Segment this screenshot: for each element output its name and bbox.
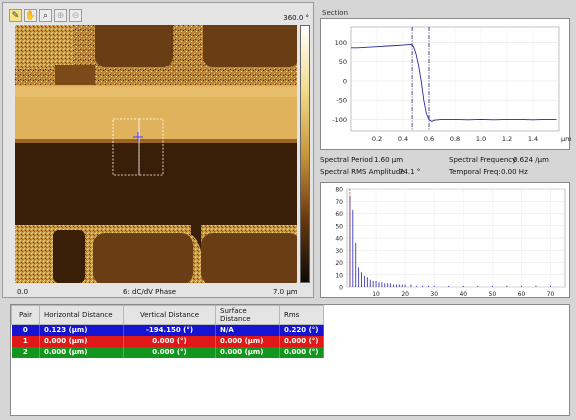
table-header-row: Pair Horizontal Distance Vertical Distan… (11, 305, 324, 325)
x-tick-label: 0.4 (398, 135, 408, 143)
table-cell-s: N/A (215, 324, 280, 336)
x-tick-label: 40 (459, 291, 467, 298)
x-tick-label: 1.4 (528, 135, 538, 143)
zoom-tool[interactable]: ⌕ (39, 9, 52, 22)
afm-scan-graphic (15, 25, 297, 283)
measurement-table: Pair Horizontal Distance Vertical Distan… (11, 305, 324, 358)
x-axis-end-label: 7.0 µm (273, 288, 298, 296)
x-tick-label: 70 (547, 291, 555, 298)
x-tick-label: 1.2 (502, 135, 512, 143)
spectrum-chart[interactable]: 80 70 60 50 40 30 20 10 0 10 20 30 40 50 60 70 (320, 182, 570, 298)
spectral-rms-value: 74.1 ° (399, 168, 421, 176)
image-toolbar: ✎ ✋ ⌕ ⊕ ⊖ (9, 9, 82, 23)
spectral-period-label: Spectral Period (320, 156, 373, 164)
measurement-table-panel: Pair Horizontal Distance Vertical Distan… (10, 304, 570, 416)
y-tick-label: 60 (335, 211, 343, 218)
column-header-pair[interactable]: Pair (11, 305, 40, 325)
table-cell-v: 0.000 (°) (123, 346, 216, 358)
y-tick-label: 50 (335, 223, 343, 230)
y-tick-label: -100 (332, 116, 347, 124)
y-tick-label: 70 (335, 199, 343, 206)
column-header-horizontal-distance[interactable]: Horizontal Distance (39, 305, 124, 325)
column-header-vertical-distance[interactable]: Vertical Distance (123, 305, 216, 325)
table-row[interactable]: 1 0.000 (µm) 0.000 (°) 0.000 (µm) 0.000 (°) (11, 335, 324, 347)
x-tick-label: 50 (489, 291, 497, 298)
table-cell-r: 0.220 (°) (279, 324, 324, 336)
column-header-rms[interactable]: Rms (279, 305, 324, 325)
spectral-frequency-value: 0.624 /µm (513, 156, 549, 164)
table-cell-r: 0.000 (°) (279, 346, 324, 358)
x-tick-label: 0.8 (450, 135, 460, 143)
x-tick-label: 1.0 (476, 135, 486, 143)
x-tick-label: 60 (518, 291, 526, 298)
channel-name-label: 6: dC/dV Phase (123, 288, 177, 296)
y-tick-label: -50 (336, 97, 347, 105)
x-axis-start-label: 0.0 (17, 288, 29, 296)
spectral-period-value: 1.60 µm (374, 156, 404, 164)
zoom-out-tool[interactable]: ⊖ (69, 9, 82, 22)
table-cell-r: 0.000 (°) (279, 335, 324, 347)
temporal-freq-label: Temporal Freq: (449, 168, 501, 176)
spectrum-svg: 80 70 60 50 40 30 20 10 0 10 20 30 40 50 60 70 (335, 187, 566, 298)
x-unit-label: µm (561, 135, 571, 143)
profile-line (351, 43, 557, 122)
y-tick-label: 30 (335, 248, 343, 255)
section-profile-chart[interactable]: 100 50 0 -50 -100 0.2 0.4 0.6 0.8 1.0 1.2 1.4 µm (320, 18, 571, 150)
y-tick-label: 10 (335, 272, 343, 279)
afm-scan-image[interactable] (15, 25, 297, 283)
x-tick-label: 20 (401, 291, 409, 298)
section-profile-svg: 100 50 0 -50 -100 0.2 0.4 0.6 0.8 1.0 1.2 1.4 µm (332, 26, 571, 143)
pencil-tool[interactable]: ✎ (9, 9, 22, 22)
table-cell-pair: 0 (11, 324, 40, 336)
spectral-frequency-label: Spectral Frequency (449, 156, 517, 164)
table-cell-pair: 1 (11, 335, 40, 347)
table-cell-pair: 2 (11, 346, 40, 358)
table-cell-s: 0.000 (µm) (215, 335, 280, 347)
y-tick-label: 40 (335, 236, 343, 243)
table-cell-v: 0.000 (°) (123, 335, 216, 347)
y-tick-label: 20 (335, 260, 343, 267)
temporal-freq-value: 0.00 Hz (501, 168, 528, 176)
y-tick-label: 0 (339, 285, 343, 292)
y-tick-label: 0 (343, 77, 347, 85)
image-panel: ✎ ✋ ⌕ ⊕ ⊖ (2, 2, 314, 298)
table-cell-h: 0.000 (µm) (39, 346, 124, 358)
hand-tool[interactable]: ✋ (24, 9, 37, 22)
table-cell-h: 0.123 (µm) (39, 324, 124, 336)
zoom-in-tool[interactable]: ⊕ (54, 9, 67, 22)
table-row[interactable]: 2 0.000 (µm) 0.000 (°) 0.000 (µm) 0.000 (°) (11, 346, 324, 358)
y-tick-label: 100 (335, 39, 347, 47)
x-tick-label: 30 (430, 291, 438, 298)
table-cell-s: 0.000 (µm) (215, 346, 280, 358)
color-scale-bar (300, 25, 310, 283)
x-tick-label: 0.2 (372, 135, 382, 143)
y-tick-label: 50 (339, 58, 347, 66)
x-tick-label: 10 (372, 291, 380, 298)
table-cell-v: -194.150 (°) (123, 324, 216, 336)
x-tick-label: 0.6 (424, 135, 434, 143)
y-tick-label: 80 (335, 187, 343, 194)
colorbar-max-label: 360.0 ° (283, 14, 309, 22)
spectral-rms-label: Spectral RMS Amplitude (320, 168, 405, 176)
table-row[interactable]: 0 0.123 (µm) -194.150 (°) N/A 0.220 (°) (11, 324, 324, 336)
table-cell-h: 0.000 (µm) (39, 335, 124, 347)
column-header-surface-distance[interactable]: Surface Distance (215, 305, 280, 325)
section-title: Section (322, 9, 349, 17)
